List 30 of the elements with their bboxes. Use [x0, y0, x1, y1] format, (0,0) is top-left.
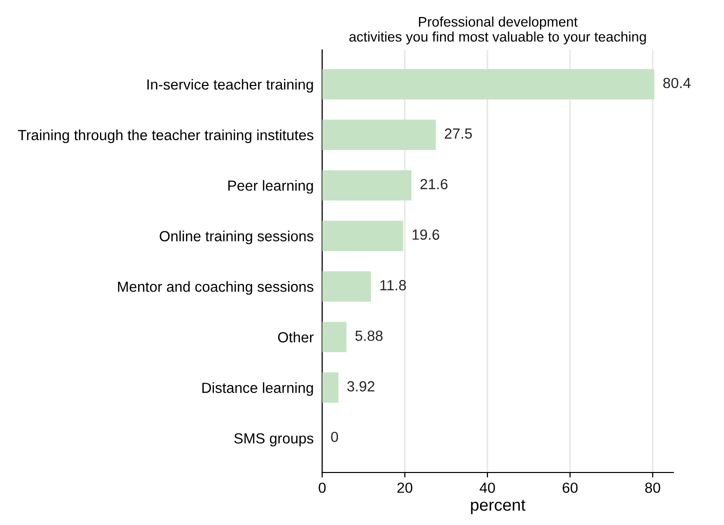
data-label: 80.4: [663, 78, 691, 88]
bar: [322, 220, 404, 252]
data-label: 27.5: [444, 128, 472, 139]
y-tick-label: Other: [278, 332, 314, 342]
data-label: 5.88: [355, 330, 383, 341]
x-tick-label: 0: [318, 482, 326, 493]
data-label: 11.8: [380, 280, 406, 290]
bar: [322, 120, 436, 150]
bar: [322, 271, 371, 302]
y-tick-label: SMS groups: [234, 433, 314, 446]
bar: [322, 170, 412, 201]
y-tick-label: In-service teacher training: [147, 78, 313, 93]
bar: [322, 322, 346, 352]
x-tick-label: 60: [562, 482, 578, 493]
x-tick-label: 40: [480, 482, 495, 493]
y-tick-label: Training through the teacher training institutes: [18, 130, 314, 144]
data-label: 19.6: [412, 230, 440, 240]
x-tick-label: 20: [397, 482, 412, 493]
data-label: 21.6: [420, 178, 448, 190]
y-tick-label: Mentor and coaching sessions: [118, 281, 314, 295]
chart-title: Professional development activities you find most valuable to your teaching: [349, 16, 646, 44]
bar: [322, 372, 338, 403]
data-label: 0: [331, 432, 338, 442]
x-tick-label: 80: [645, 482, 660, 493]
data-label: 3.92: [347, 381, 374, 392]
bar: [322, 69, 654, 100]
y-tick-label: Online training sessions: [160, 230, 314, 244]
y-tick-label: Peer learning: [228, 180, 313, 194]
y-tick-label: Distance learning: [202, 382, 313, 396]
x-axis-title: percent: [471, 500, 526, 514]
